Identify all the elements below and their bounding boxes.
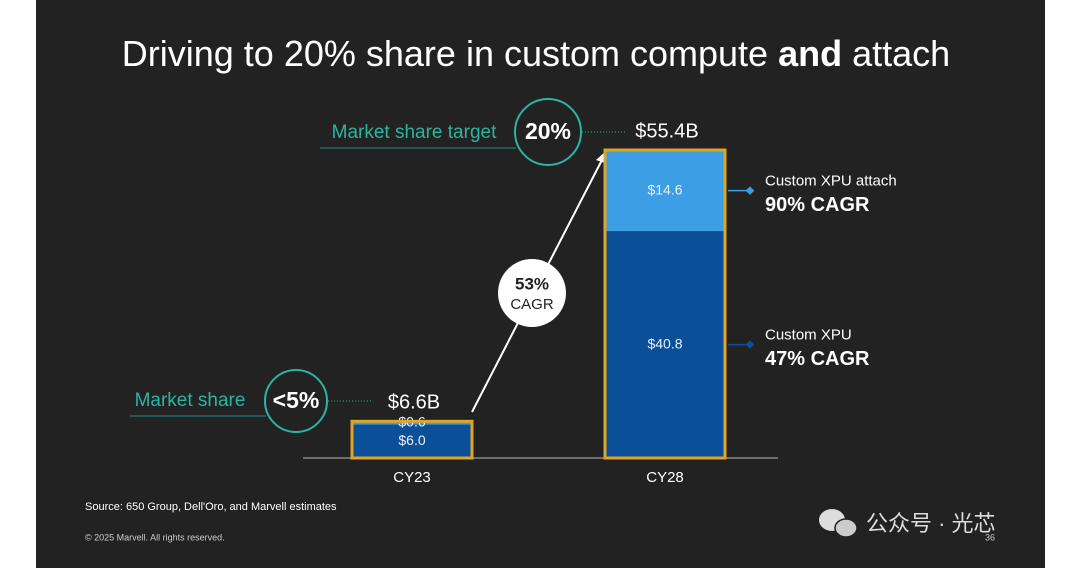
bar-outline [603, 148, 727, 460]
growth-value: 53% [515, 274, 549, 293]
copyright: © 2025 Marvell. All rights reserved. [85, 532, 225, 542]
title-part: attach [852, 33, 950, 74]
bar-outline [350, 419, 474, 460]
x-tick-label: CY28 [646, 469, 684, 486]
annotation-label: Market share target [332, 122, 497, 143]
source: Source: 650 Group, Dell'Oro, and Marvell… [85, 501, 337, 513]
title-bold: and [778, 33, 842, 74]
total-label: $55.4B [635, 120, 698, 142]
bar-segment [352, 424, 472, 458]
annotation-value: 20% [525, 118, 571, 144]
bar-segment [605, 150, 725, 232]
legend-marker [745, 340, 755, 349]
legend-note: 47% CAGR [765, 348, 870, 370]
legend-note: 90% CAGR [765, 194, 870, 216]
total-label: $6.6B [388, 392, 440, 414]
growth-circle [498, 259, 566, 327]
bar-segment [605, 231, 725, 458]
plot: $6.0$0.6$6.6BCY23$40.8$14.6$55.4BCY28Cus… [350, 120, 897, 486]
growth-label: CAGR [510, 296, 554, 313]
legend-label: Custom XPU attach [765, 173, 897, 190]
x-tick-label: CY23 [393, 469, 431, 486]
value-label: $40.8 [647, 335, 682, 351]
chart-title: Driving to 20% share in custom compute a… [122, 33, 950, 74]
legend-label: Custom XPU [765, 327, 852, 344]
title-part: Driving to 20% share in custom compute [122, 33, 768, 74]
annotation-label: Market share [135, 390, 246, 411]
page-number: 36 [985, 532, 995, 542]
watermark-icon [819, 509, 858, 538]
annotation-circle [514, 98, 582, 166]
value-label: $14.6 [647, 181, 682, 197]
watermark: 公众号 · 光芯 [866, 511, 996, 536]
annotation-value: <5% [273, 387, 320, 413]
value-label: $6.0 [398, 432, 425, 448]
bar-segment [352, 421, 472, 425]
annotation-circle [264, 369, 328, 433]
